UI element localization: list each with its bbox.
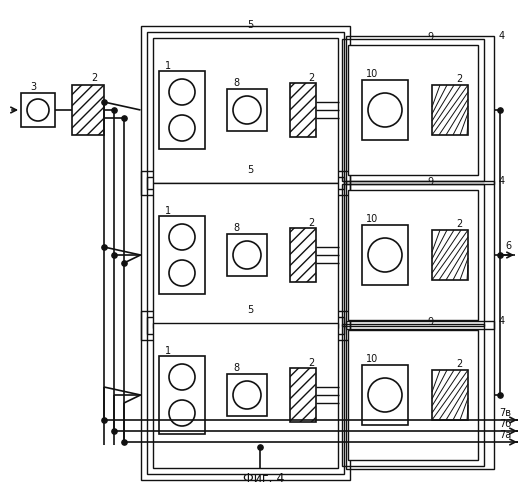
Text: 8: 8 [233, 78, 239, 88]
Text: 1: 1 [165, 346, 171, 356]
Bar [342, 184, 484, 326]
Text: 2: 2 [308, 73, 314, 83]
Circle shape [169, 79, 195, 105]
Circle shape [233, 381, 261, 409]
Bar [141, 310, 349, 480]
Circle shape [368, 238, 402, 272]
Bar [227, 374, 267, 416]
Text: 5: 5 [247, 20, 253, 30]
Bar [152, 322, 337, 468]
Text: 3: 3 [30, 82, 36, 92]
Text: 2: 2 [91, 73, 97, 83]
Text: 7б: 7б [499, 419, 511, 429]
Bar [159, 216, 205, 294]
Text: 8: 8 [233, 223, 239, 233]
Text: 10: 10 [366, 214, 378, 224]
Circle shape [233, 241, 261, 269]
Text: 8: 8 [233, 363, 239, 373]
Bar [290, 228, 316, 282]
Bar [141, 26, 349, 194]
Bar [362, 225, 408, 285]
Circle shape [169, 224, 195, 250]
Bar [432, 85, 468, 135]
Circle shape [169, 364, 195, 390]
Bar [152, 182, 337, 328]
Text: 2: 2 [456, 359, 462, 369]
Text: 1: 1 [165, 61, 171, 71]
Circle shape [233, 96, 261, 124]
Bar [348, 330, 478, 460]
Text: 1: 1 [165, 206, 171, 216]
Bar [159, 71, 205, 149]
Text: 5: 5 [247, 305, 253, 315]
Bar [362, 80, 408, 140]
Text: 2: 2 [456, 219, 462, 229]
Text: 9: 9 [427, 177, 433, 187]
Bar [346, 36, 494, 184]
Text: 9: 9 [427, 32, 433, 42]
Bar [432, 370, 468, 420]
Bar [290, 83, 316, 137]
Circle shape [169, 115, 195, 141]
Bar [147, 316, 344, 474]
Circle shape [169, 260, 195, 286]
Text: 9: 9 [427, 317, 433, 327]
Text: 2: 2 [308, 218, 314, 228]
Text: 10: 10 [366, 354, 378, 364]
Text: Фиг. 4: Фиг. 4 [243, 472, 284, 484]
Circle shape [368, 378, 402, 412]
Bar [346, 321, 494, 469]
Bar [147, 176, 344, 334]
Bar [152, 38, 337, 182]
Bar [346, 181, 494, 329]
Bar [342, 39, 484, 181]
Circle shape [169, 400, 195, 426]
Text: 2: 2 [456, 74, 462, 84]
Text: 5: 5 [247, 165, 253, 175]
Bar [227, 89, 267, 131]
Bar [348, 190, 478, 320]
Bar [72, 85, 104, 135]
Text: 7а: 7а [499, 430, 511, 440]
Text: 4: 4 [499, 316, 505, 326]
Circle shape [368, 93, 402, 127]
Text: 4: 4 [499, 31, 505, 41]
Text: 4: 4 [499, 176, 505, 186]
Bar [227, 234, 267, 276]
Text: 6: 6 [505, 241, 511, 251]
Bar [342, 324, 484, 466]
Bar [21, 93, 55, 127]
Circle shape [27, 99, 49, 121]
Bar [432, 230, 468, 280]
Bar [159, 356, 205, 434]
Bar [290, 368, 316, 422]
Bar [141, 170, 349, 340]
Text: 2: 2 [308, 358, 314, 368]
Text: 7в: 7в [499, 408, 511, 418]
Text: 10: 10 [366, 69, 378, 79]
Bar [362, 365, 408, 425]
Bar [147, 32, 344, 188]
Bar [348, 45, 478, 175]
